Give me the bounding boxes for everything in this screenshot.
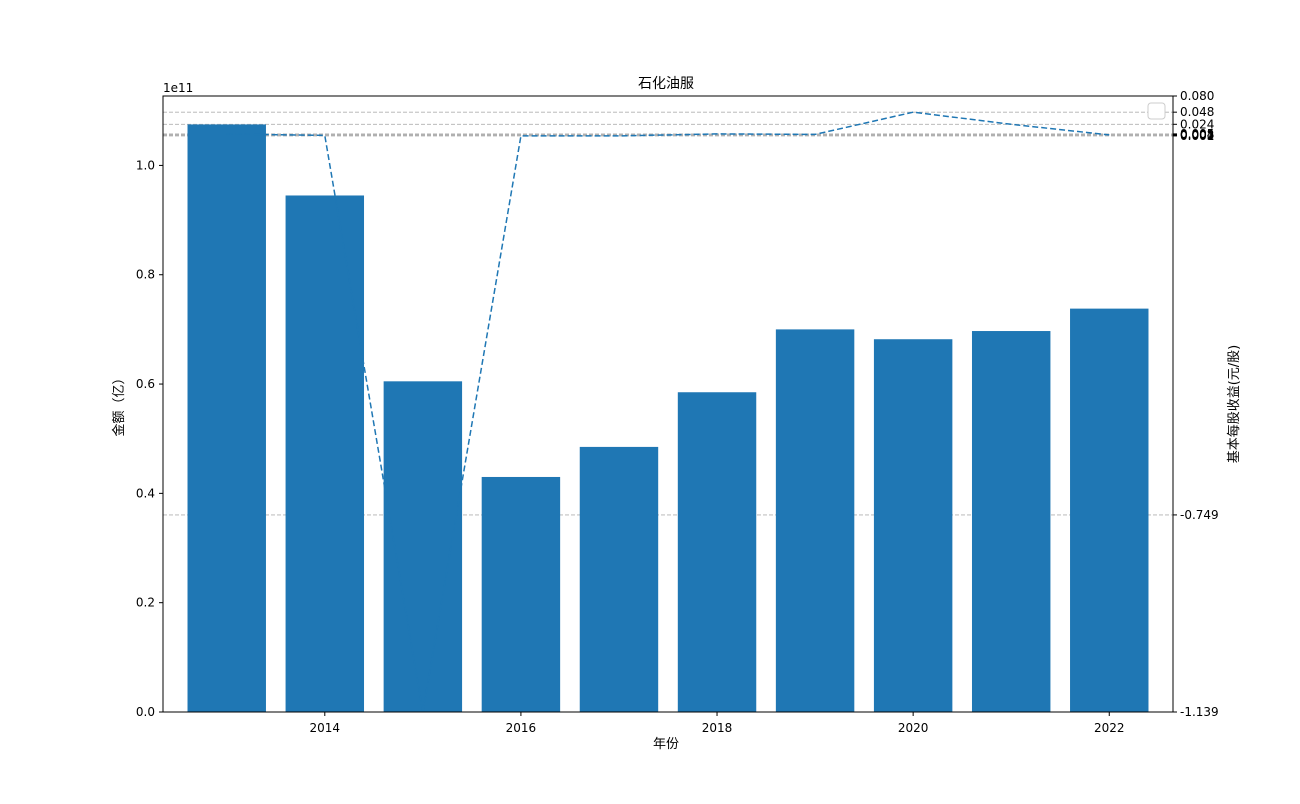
y-axis-offset-label: 1e11 (163, 81, 193, 95)
y-axis-label-left: 金额（亿） (111, 371, 127, 436)
chart-title: 石化油服 (638, 76, 694, 92)
x-tick-label: 2014 (310, 721, 341, 735)
bar (775, 329, 855, 712)
y-tick-label-right: 0.001 (1180, 129, 1214, 143)
y-tick-label-right: 0.004 (1180, 127, 1214, 141)
legend-box (1147, 102, 1166, 120)
y-tick-label-left: 0.2 (136, 596, 155, 610)
y-tick-label-right: -0.749 (1180, 508, 1219, 522)
x-axis-label: 年份 (653, 737, 679, 752)
plot-frame (162, 95, 1174, 713)
eps-line (226, 111, 1110, 713)
y-tick-label-left: 0.8 (136, 268, 155, 282)
y-tick-label-right: -1.139 (1180, 705, 1219, 719)
x-tick-label: 2016 (506, 721, 537, 735)
y-axis-label-right: 基本每股收益(元/股) (1226, 345, 1242, 464)
y-tick-label-left: 1.0 (136, 158, 155, 172)
bar (971, 331, 1051, 712)
bars (187, 124, 1149, 712)
bar (481, 476, 561, 712)
bar (383, 381, 463, 712)
bar (285, 195, 365, 712)
bar (677, 392, 757, 712)
y-tick-label-right: 0.024 (1180, 117, 1214, 131)
legend (1147, 102, 1166, 120)
x-tick-label: 2018 (702, 721, 733, 735)
bar (579, 446, 659, 712)
y-tick-label-left: 0.0 (136, 705, 155, 719)
bar (873, 339, 953, 712)
bar (187, 124, 266, 712)
y-tick-label-right: 0.005 (1180, 127, 1214, 141)
x-tick-label: 2020 (898, 721, 929, 735)
axes: 0.0 0.2 0.4 0.6 0.8 1.0 2014 2016 2018 2020 2022 0.… (136, 89, 1219, 735)
y-tick-label-left: 0.6 (136, 377, 155, 391)
y-tick-label-right: 0.048 (1180, 105, 1214, 119)
y-tick-label-right: 0.003 (1180, 128, 1214, 142)
y-tick-label-left: 0.4 (136, 486, 155, 500)
x-tick-label: 2022 (1094, 721, 1125, 735)
y-tick-label-right: 0.002 (1180, 128, 1214, 142)
bar (1070, 308, 1149, 712)
eps-series-line (226, 111, 1110, 713)
y-tick-label-right: 0.080 (1180, 89, 1214, 103)
